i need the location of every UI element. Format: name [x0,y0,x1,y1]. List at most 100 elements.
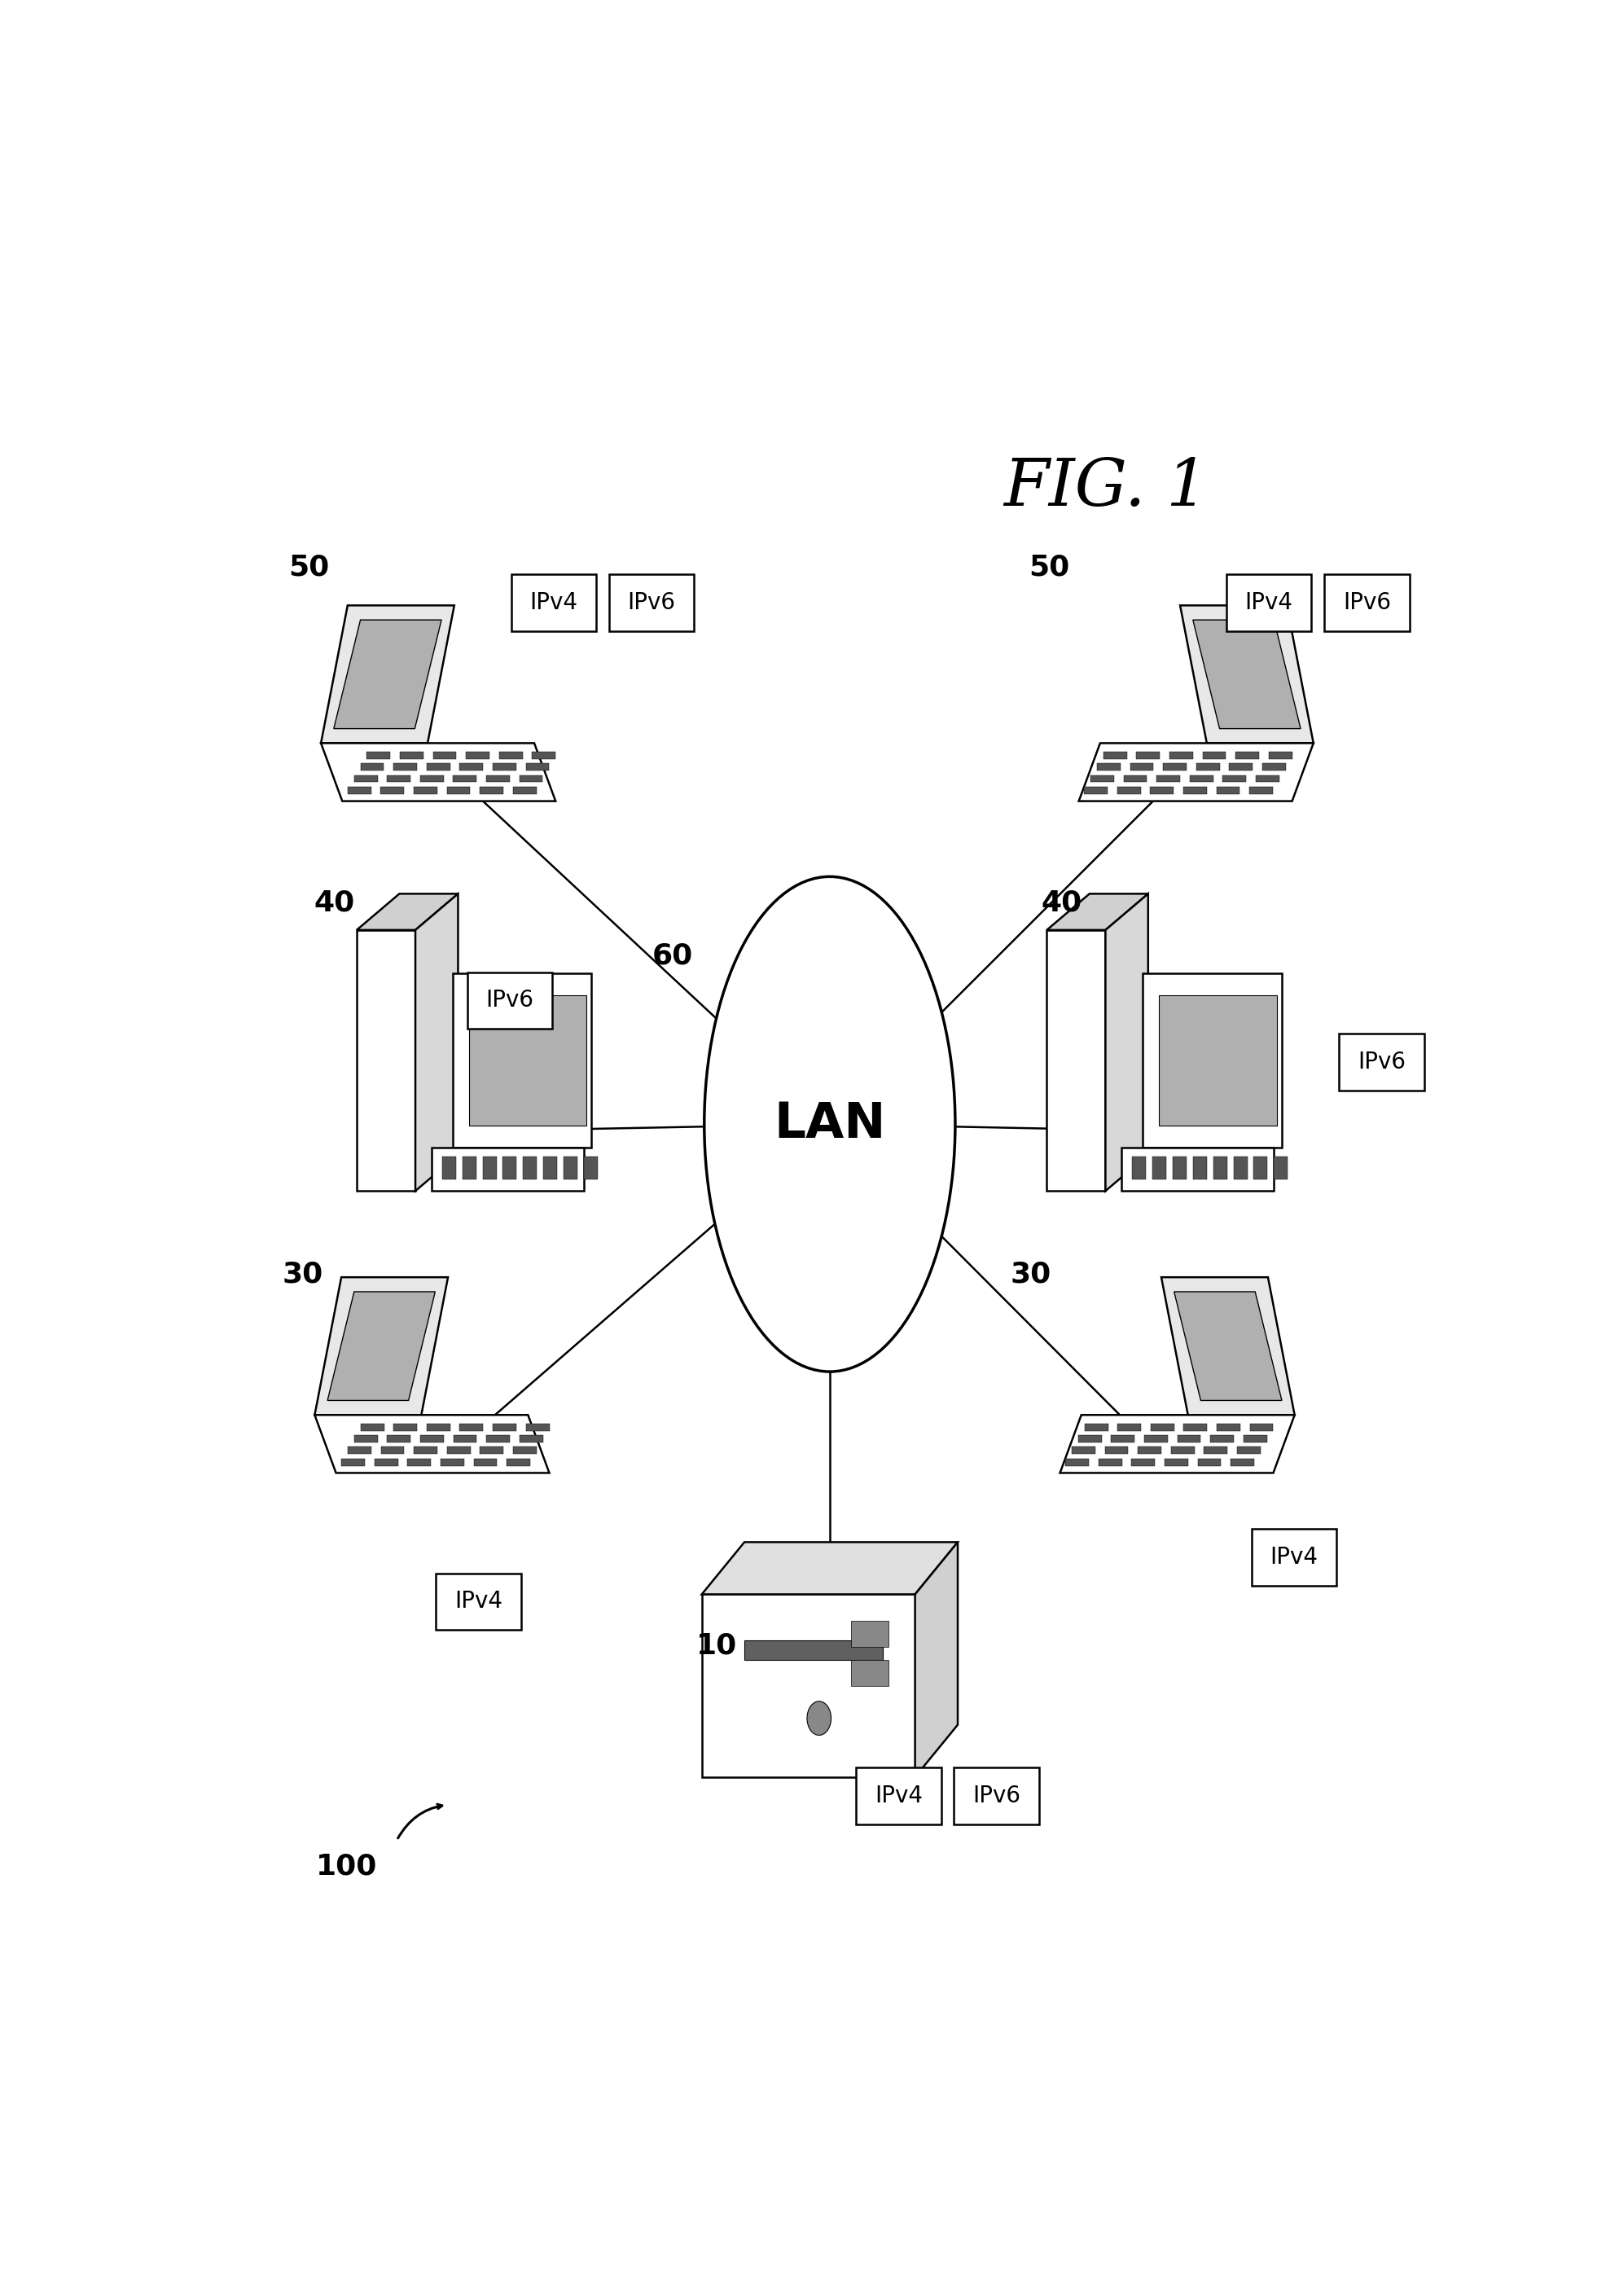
Polygon shape [466,751,489,760]
Polygon shape [504,1157,516,1180]
Polygon shape [421,1435,444,1442]
Polygon shape [1243,1435,1268,1442]
Text: 30: 30 [282,1261,324,1288]
Polygon shape [1138,1446,1161,1453]
Polygon shape [463,1157,476,1180]
Polygon shape [355,776,377,783]
Polygon shape [1172,1157,1187,1180]
Polygon shape [1085,1424,1107,1430]
Polygon shape [380,788,405,794]
Polygon shape [355,1435,377,1442]
Polygon shape [1078,1435,1101,1442]
Polygon shape [1065,1458,1088,1465]
Polygon shape [1183,788,1206,794]
Text: 10: 10 [696,1632,737,1660]
Polygon shape [1180,606,1313,744]
Polygon shape [479,788,504,794]
FancyBboxPatch shape [954,1768,1039,1825]
Polygon shape [1124,776,1146,783]
Polygon shape [1130,765,1153,771]
Polygon shape [1274,1157,1287,1180]
Polygon shape [486,776,510,783]
Text: IPv4: IPv4 [874,1784,923,1807]
Polygon shape [1171,1446,1195,1453]
Text: 50: 50 [288,553,330,581]
FancyBboxPatch shape [856,1768,941,1825]
FancyBboxPatch shape [1339,1033,1425,1091]
FancyBboxPatch shape [1324,574,1410,631]
Polygon shape [513,788,536,794]
Polygon shape [468,994,586,1125]
Polygon shape [533,751,555,760]
Polygon shape [1161,1277,1295,1414]
Polygon shape [1211,1435,1234,1442]
Polygon shape [1198,1458,1221,1465]
Bar [852,1660,889,1685]
Polygon shape [374,1458,398,1465]
FancyBboxPatch shape [468,971,552,1029]
Polygon shape [1174,1293,1282,1401]
FancyBboxPatch shape [436,1573,521,1630]
Polygon shape [1253,1157,1268,1180]
Polygon shape [1169,751,1193,760]
Text: IPv6: IPv6 [973,1784,1020,1807]
Polygon shape [460,1424,482,1430]
FancyBboxPatch shape [609,574,695,631]
Text: IPv4: IPv4 [1245,590,1294,613]
Polygon shape [1072,1446,1094,1453]
Polygon shape [1047,930,1106,1192]
Polygon shape [1193,620,1300,728]
Polygon shape [1263,765,1285,771]
Polygon shape [427,1424,450,1430]
Polygon shape [408,1458,431,1465]
Polygon shape [584,1157,597,1180]
Polygon shape [400,751,423,760]
Polygon shape [387,1435,411,1442]
Polygon shape [526,765,549,771]
Polygon shape [513,1446,536,1453]
Polygon shape [492,1424,516,1430]
Polygon shape [520,776,542,783]
Polygon shape [499,751,523,760]
Polygon shape [1213,1157,1227,1180]
Polygon shape [1196,765,1219,771]
Polygon shape [1269,751,1292,760]
Polygon shape [414,788,437,794]
Polygon shape [348,1446,371,1453]
Polygon shape [1230,1458,1255,1465]
Polygon shape [1203,751,1226,760]
Polygon shape [321,744,555,801]
Polygon shape [327,1293,436,1401]
Polygon shape [1205,1446,1227,1453]
Polygon shape [342,1458,364,1465]
Polygon shape [1091,776,1114,783]
Polygon shape [453,776,476,783]
Polygon shape [387,776,411,783]
Polygon shape [356,893,458,930]
Polygon shape [1234,1157,1247,1180]
Polygon shape [486,1435,510,1442]
Polygon shape [474,1458,497,1465]
Polygon shape [1098,765,1120,771]
Text: IPv4: IPv4 [455,1591,502,1612]
Polygon shape [492,765,516,771]
Text: IPv6: IPv6 [628,590,675,613]
Polygon shape [314,1277,448,1414]
Polygon shape [1222,776,1247,783]
Polygon shape [380,1446,405,1453]
Polygon shape [1190,776,1213,783]
Polygon shape [1104,1446,1128,1453]
Polygon shape [440,1458,465,1465]
Polygon shape [1132,1157,1146,1180]
Polygon shape [1162,765,1187,771]
Polygon shape [361,1424,384,1430]
Text: 100: 100 [316,1853,377,1880]
Polygon shape [1085,788,1107,794]
Polygon shape [1216,788,1240,794]
Polygon shape [1117,1424,1141,1430]
Polygon shape [393,765,418,771]
Bar [852,1621,889,1646]
Polygon shape [507,1458,529,1465]
Polygon shape [1164,1458,1188,1465]
Polygon shape [334,620,442,728]
